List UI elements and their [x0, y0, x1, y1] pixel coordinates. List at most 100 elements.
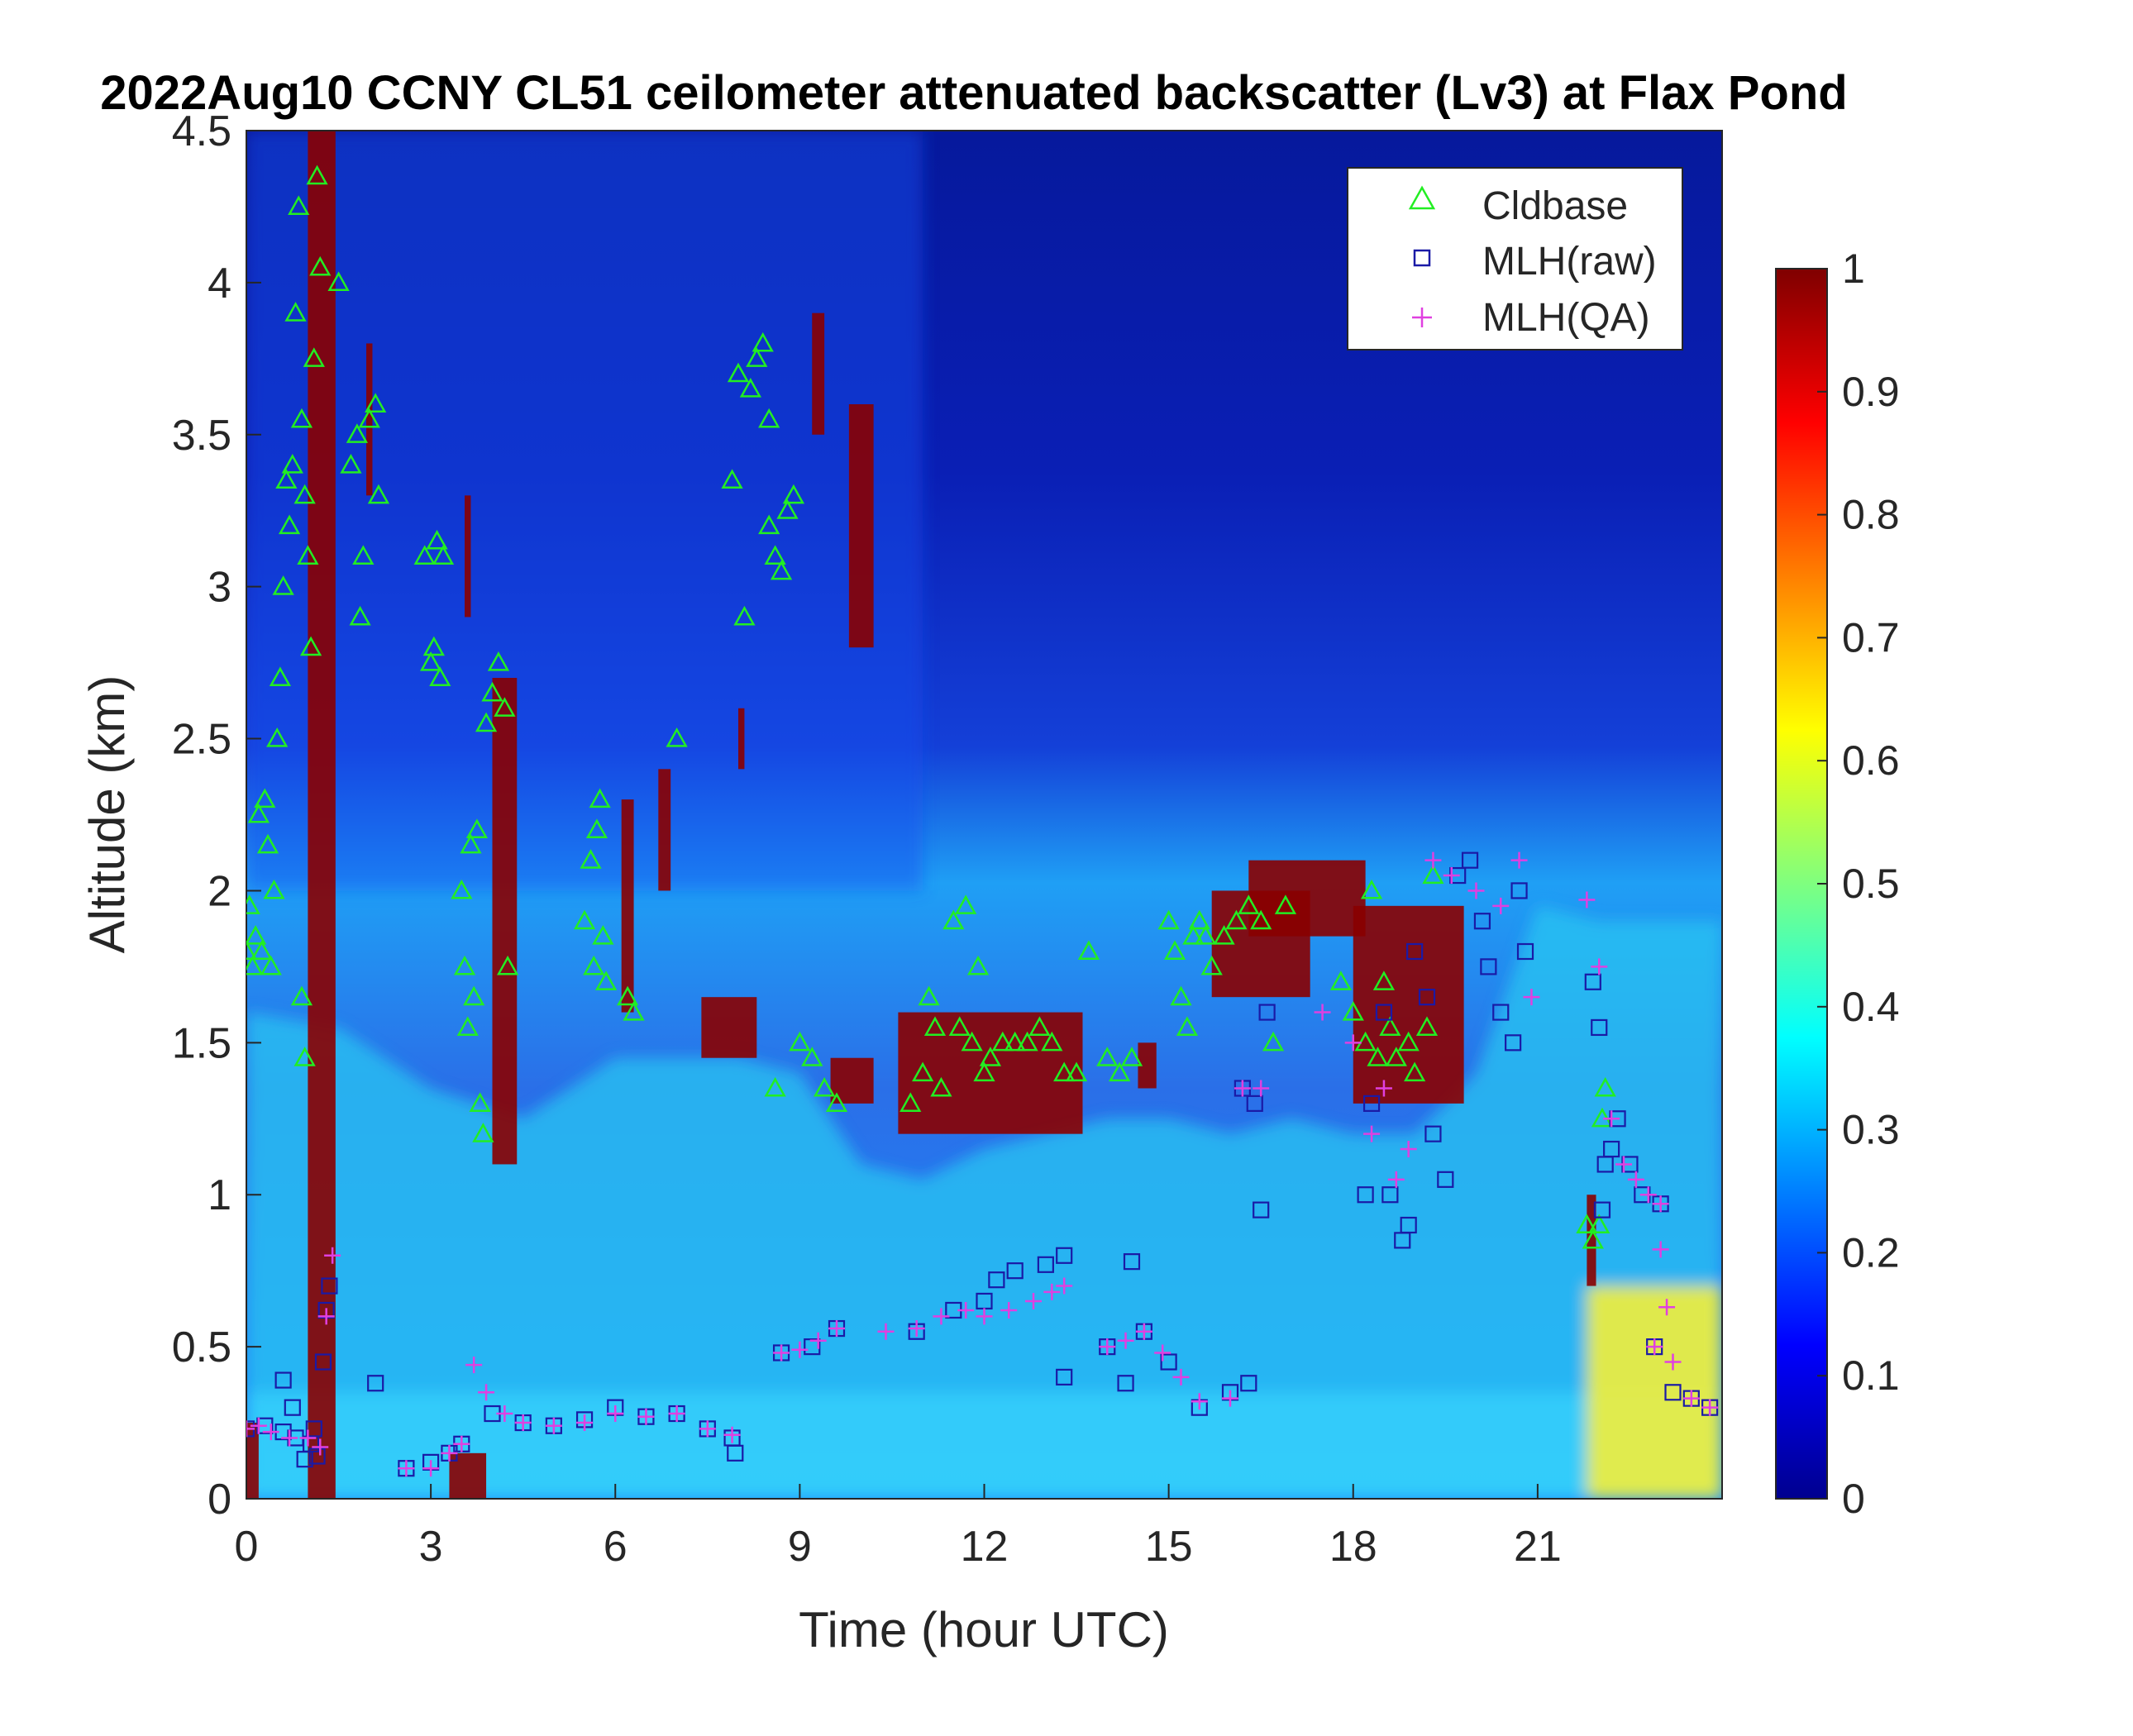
- mlh-qa-marker: [1234, 1080, 1251, 1097]
- colorbar-tick-label: 0.2: [1842, 1229, 1900, 1276]
- mlh-qa-marker: [299, 1429, 317, 1447]
- cldbase-marker: [1576, 1214, 1598, 1234]
- cldbase-marker: [1053, 1061, 1076, 1082]
- cldbase-marker: [739, 378, 761, 398]
- cldbase-marker: [1372, 971, 1396, 990]
- mlh-qa-marker: [1344, 1034, 1362, 1052]
- surface-layer: [246, 1392, 1722, 1499]
- cldbase-marker: [263, 879, 285, 899]
- legend-triangle-icon: [1408, 185, 1436, 210]
- mlh-qa-marker: [1658, 1299, 1676, 1316]
- cldbase-marker: [1379, 1016, 1401, 1036]
- cldbase-marker: [758, 408, 780, 428]
- mlh-qa-marker: [1025, 1292, 1042, 1309]
- cldbase-marker: [1120, 1047, 1143, 1066]
- mlh-qa-marker: [637, 1408, 655, 1425]
- mlh-raw-marker: [1492, 1004, 1510, 1021]
- mlh-qa-marker: [453, 1435, 470, 1452]
- legend-entry-mlh-qa: MLH(QA): [1412, 296, 1650, 340]
- cldbase-marker: [1342, 1000, 1364, 1021]
- mlh-qa-marker: [1000, 1301, 1018, 1319]
- mlh-raw-marker: [1510, 882, 1528, 899]
- cldbase-marker: [340, 453, 362, 474]
- mlh-qa-marker: [1701, 1399, 1719, 1416]
- cldbase-marker: [481, 681, 503, 702]
- cloud-block: [246, 1423, 259, 1499]
- cldbase-marker: [764, 545, 786, 565]
- cldbase-marker: [290, 408, 313, 428]
- mlh-qa-marker: [1363, 1125, 1381, 1142]
- cldbase-marker: [814, 1076, 836, 1097]
- mlh-raw-marker: [1375, 1004, 1393, 1021]
- cldbase-marker: [1041, 1031, 1063, 1052]
- cldbase-marker: [309, 255, 332, 276]
- cldbase-marker: [469, 1092, 491, 1112]
- mlh-qa-marker: [1191, 1393, 1208, 1410]
- cldbase-marker: [494, 697, 516, 717]
- mlh-raw-marker: [1473, 913, 1491, 930]
- mlh-qa-marker: [281, 1429, 298, 1447]
- cldbase-marker: [1157, 909, 1180, 930]
- mlh-qa-marker: [908, 1320, 925, 1338]
- colorbar-tick-label: 0.1: [1842, 1352, 1900, 1399]
- mlh-qa-marker: [1615, 1156, 1632, 1173]
- cldbase-marker: [1065, 1061, 1088, 1082]
- cldbase-marker: [1176, 1016, 1199, 1036]
- legend-square-icon: [1413, 249, 1431, 267]
- cldbase-marker: [1163, 940, 1186, 961]
- cldbase-marker: [1415, 1016, 1439, 1036]
- mlh-raw-marker: [1160, 1353, 1177, 1371]
- cldbase-marker: [991, 1031, 1014, 1052]
- upper-haze: [246, 131, 923, 891]
- cldbase-marker: [472, 1123, 494, 1142]
- cldbase-marker: [299, 636, 322, 656]
- mlh-raw-marker: [1381, 1186, 1399, 1204]
- y-tick-label: 2: [208, 867, 231, 915]
- cldbase-marker: [256, 833, 279, 854]
- y-tick-label: 4: [208, 260, 231, 308]
- mlh-qa-marker: [465, 1357, 483, 1374]
- cldbase-marker: [260, 955, 282, 975]
- cldbase-marker: [246, 894, 260, 914]
- y-tick-label: 2.5: [172, 716, 231, 764]
- x-tick-label: 21: [1514, 1523, 1562, 1571]
- mlh-qa-marker: [1056, 1277, 1073, 1295]
- cldbase-marker: [275, 469, 298, 489]
- mlh-qa-marker: [607, 1405, 624, 1423]
- mlh-qa-marker: [250, 1417, 267, 1434]
- mlh-qa-marker: [1135, 1323, 1152, 1340]
- mlh-qa-marker: [324, 1247, 341, 1264]
- aerosol-layer: [246, 905, 1722, 1499]
- legend-entry-cldbase: Cldbase: [1408, 184, 1628, 228]
- cldbase-marker: [413, 545, 436, 565]
- mlh-qa-marker: [1646, 1338, 1663, 1356]
- cloud-block: [1587, 1195, 1596, 1286]
- mlh-qa-marker: [1424, 851, 1442, 869]
- mlh-qa-marker: [1467, 882, 1485, 899]
- colorbar-tick-label: 0.8: [1842, 492, 1900, 538]
- mlh-raw-marker: [804, 1338, 821, 1356]
- mlh-raw-marker: [1603, 1140, 1620, 1158]
- mlh-qa-marker: [791, 1341, 809, 1358]
- cldbase-marker: [583, 955, 605, 975]
- legend-box: [1347, 167, 1683, 351]
- cldbase-marker: [1404, 1061, 1426, 1082]
- mlh-raw-marker: [1591, 1018, 1608, 1037]
- cldbase-marker: [594, 971, 618, 990]
- mlh-qa-marker: [317, 1308, 335, 1325]
- mlh-qa-marker: [478, 1384, 495, 1401]
- mlh-qa-marker: [828, 1320, 845, 1338]
- cldbase-marker: [1422, 864, 1444, 885]
- mlh-qa-marker: [1154, 1344, 1171, 1362]
- cldbase-marker: [966, 955, 990, 975]
- y-tick-label: 0: [208, 1476, 231, 1524]
- cldbase-marker: [585, 818, 608, 838]
- mlh-qa-marker: [1578, 891, 1596, 909]
- cldbase-marker: [770, 560, 793, 580]
- cldbase-marker: [288, 195, 310, 215]
- cloud-block: [492, 678, 518, 1165]
- mlh-raw-marker: [1357, 1186, 1374, 1204]
- cloud-block: [1248, 860, 1366, 937]
- cldbase-marker: [1195, 925, 1217, 945]
- mlh-qa-marker: [1523, 989, 1540, 1006]
